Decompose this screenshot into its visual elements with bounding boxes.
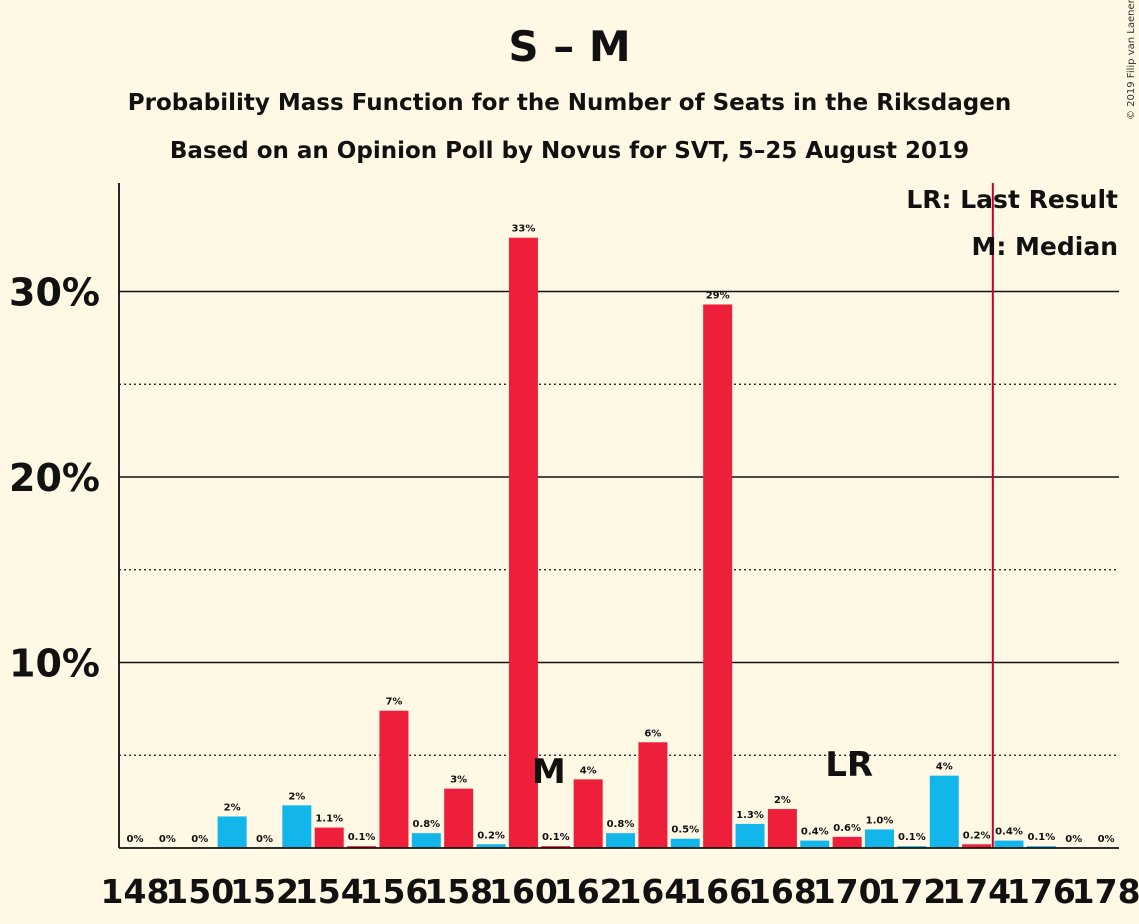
data-label-164: 6% — [644, 728, 661, 739]
data-label-176: 0.1% — [1027, 832, 1055, 843]
data-label-167: 1.3% — [736, 810, 764, 821]
data-label-152: 0% — [256, 834, 273, 845]
data-label-162: 4% — [580, 765, 597, 776]
x-tick-label: 172 — [877, 872, 946, 911]
bar-156 — [379, 710, 409, 848]
data-label-158: 3% — [450, 775, 467, 786]
bar-175 — [994, 840, 1024, 848]
bars: 0% 0% 0% 2% 0% 2% 1.1% 0.1% 7% 0.8% 3% 0.2% 33% 0.1% 4… — [127, 224, 1115, 848]
bar-174 — [962, 844, 992, 848]
data-label-160: 33% — [511, 224, 535, 235]
data-label-148: 0% — [127, 834, 144, 845]
data-label-166: 29% — [706, 290, 730, 301]
data-label-174: 0.2% — [963, 830, 991, 841]
x-tick-label: 156 — [360, 872, 429, 911]
bar-170 — [832, 836, 862, 848]
x-tick-label: 178 — [1072, 872, 1139, 911]
data-label-168: 2% — [774, 795, 791, 806]
last-result-marker: LR — [825, 745, 873, 785]
x-tick-label: 170 — [813, 872, 882, 911]
data-label-170: 0.6% — [833, 823, 861, 834]
x-tick-label: 164 — [618, 872, 687, 911]
y-tick-label: 10% — [9, 642, 100, 686]
legend-median: M: Median — [971, 232, 1118, 261]
x-tick-label: 148 — [101, 872, 170, 911]
bar-164 — [638, 742, 668, 848]
bar-169 — [800, 840, 830, 848]
data-label-169: 0.4% — [801, 827, 829, 838]
y-tick-label: 20% — [9, 456, 100, 500]
data-label-172: 0.1% — [898, 832, 926, 843]
bar-172 — [897, 846, 927, 848]
x-tick-label: 166 — [683, 872, 752, 911]
data-label-154: 1.1% — [315, 814, 343, 825]
bar-155 — [347, 846, 377, 848]
data-label-173: 4% — [936, 762, 953, 773]
bar-157 — [411, 833, 441, 848]
data-label-150: 0% — [191, 834, 208, 845]
x-tick-label: 168 — [748, 872, 817, 911]
bar-166 — [703, 304, 733, 848]
data-label-153: 2% — [288, 791, 305, 802]
x-tick-label: 158 — [424, 872, 493, 911]
bar-162 — [573, 779, 603, 848]
bar-163 — [606, 833, 636, 848]
x-tick-label: 176 — [1007, 872, 1076, 911]
chart-title: S – M — [508, 22, 631, 71]
median-marker: M — [532, 752, 566, 792]
bar-165 — [670, 838, 700, 848]
x-tick-label: 152 — [230, 872, 299, 911]
x-tick-label: 160 — [489, 872, 558, 911]
data-label-171: 1.0% — [866, 815, 894, 826]
data-label-149: 0% — [159, 834, 176, 845]
chart-subtitle-1: Probability Mass Function for the Number… — [127, 90, 1012, 116]
bar-158 — [444, 788, 474, 848]
data-label-156: 7% — [385, 697, 402, 708]
bar-160 — [508, 237, 538, 848]
x-tick-label: 150 — [165, 872, 234, 911]
bar-151 — [217, 816, 247, 848]
data-label-178: 0% — [1098, 834, 1115, 845]
x-tick-label: 154 — [295, 872, 364, 911]
y-tick-label: 30% — [9, 271, 100, 315]
bar-168 — [767, 809, 797, 848]
bar-161 — [541, 846, 571, 848]
x-tick-label: 162 — [554, 872, 623, 911]
gridlines — [119, 290, 1119, 756]
annotations: M LR — [532, 183, 994, 848]
data-label-159: 0.2% — [477, 830, 505, 841]
bar-171 — [865, 829, 895, 848]
bar-167 — [735, 823, 765, 848]
data-label-161: 0.1% — [542, 832, 570, 843]
bar-159 — [476, 844, 506, 848]
data-label-151: 2% — [224, 802, 241, 813]
bar-154 — [314, 827, 344, 848]
data-label-165: 0.5% — [671, 825, 699, 836]
data-label-155: 0.1% — [348, 832, 376, 843]
bar-153 — [282, 805, 312, 848]
chart-subtitle-2: Based on an Opinion Poll by Novus for SV… — [169, 138, 970, 164]
bar-176 — [1026, 846, 1056, 848]
bar-173 — [929, 775, 959, 848]
data-label-157: 0.8% — [412, 819, 440, 830]
data-label-163: 0.8% — [607, 819, 635, 830]
axes: 10%20%30%1481501521541561581601621641661… — [9, 183, 1139, 911]
data-label-175: 0.4% — [995, 827, 1023, 838]
data-label-177: 0% — [1065, 834, 1082, 845]
x-tick-label: 174 — [942, 872, 1011, 911]
legend-last-result: LR: Last Result — [906, 185, 1118, 214]
